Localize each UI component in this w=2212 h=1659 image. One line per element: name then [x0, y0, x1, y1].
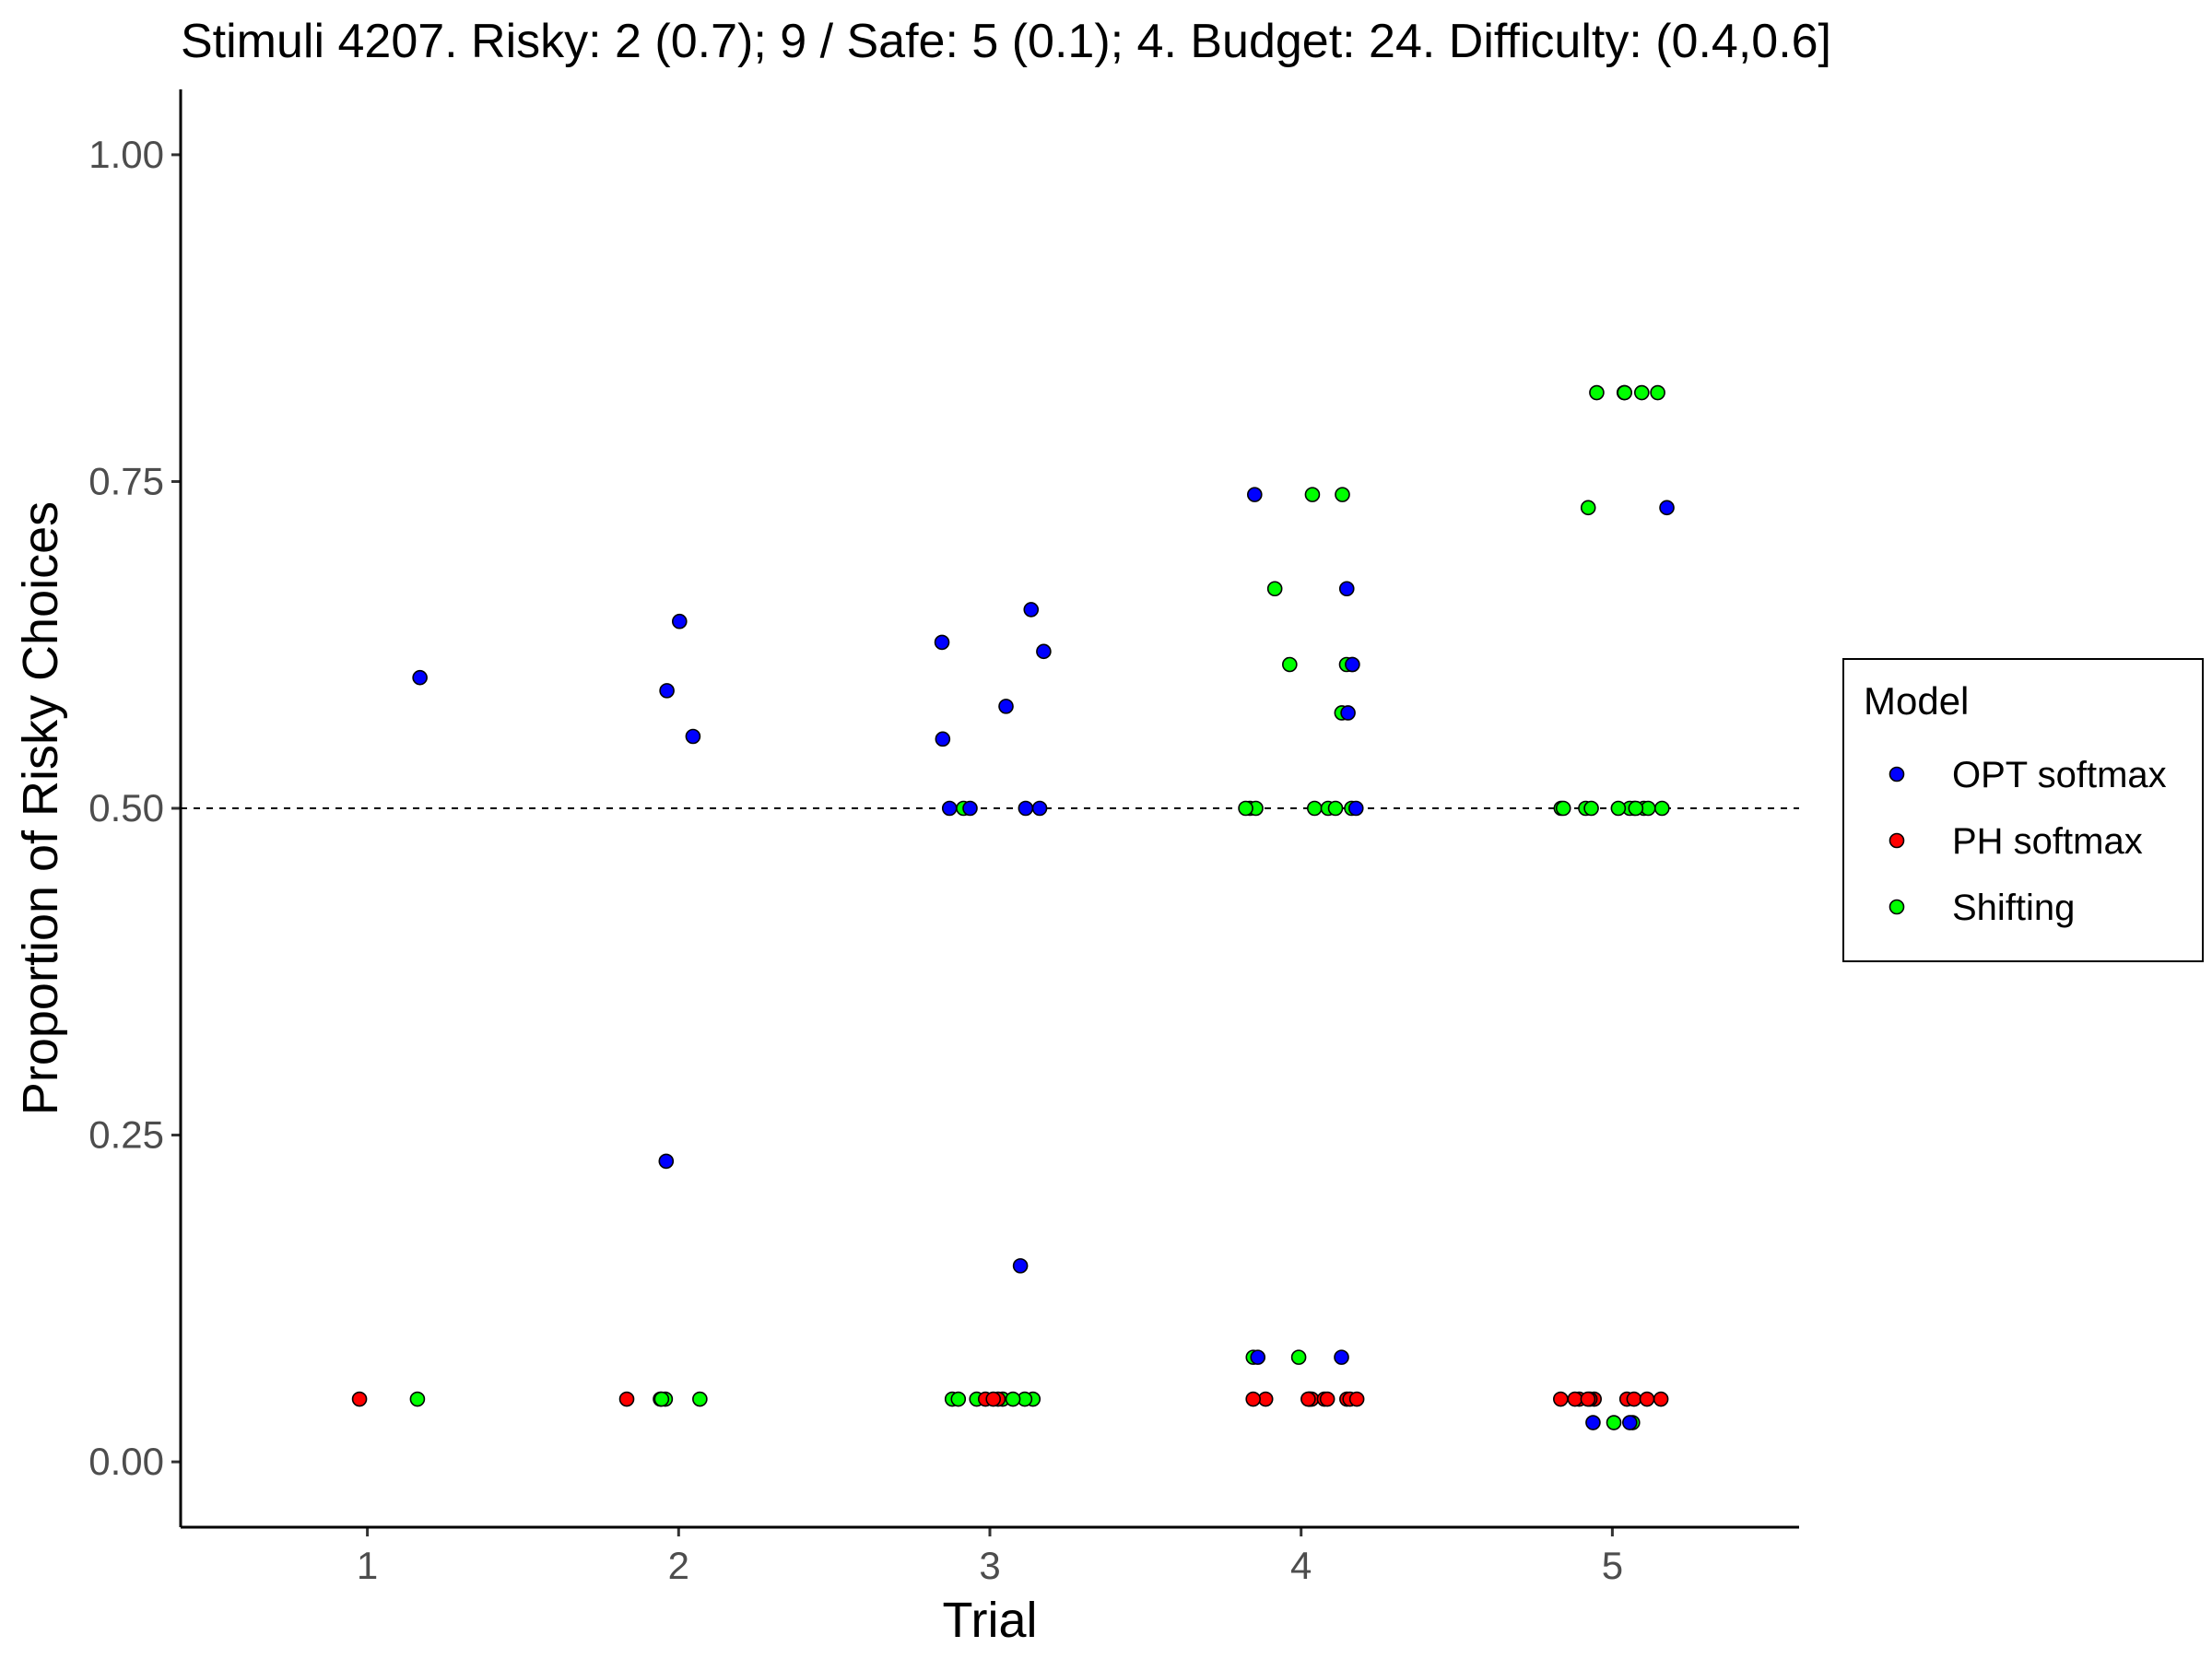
data-point-opt-softmax [935, 731, 951, 747]
data-point-shifting [1306, 800, 1323, 817]
data-point-opt-softmax [1247, 487, 1263, 502]
data-point-opt-softmax [1585, 1415, 1601, 1430]
legend-entries: OPT softmax PH softmax Shifting [1888, 755, 2167, 928]
data-point-ph-softmax [1626, 1391, 1642, 1407]
data-point-shifting [692, 1391, 708, 1407]
data-point-ph-softmax [1348, 1391, 1365, 1407]
data-point-opt-softmax [1012, 1258, 1029, 1274]
data-point-shifting [1610, 800, 1627, 817]
data-point-shifting [1005, 1391, 1021, 1407]
data-point-ph-softmax [618, 1391, 635, 1407]
data-point-shifting [950, 1391, 967, 1407]
data-point-shifting [1606, 1415, 1622, 1430]
data-point-opt-softmax [1023, 602, 1040, 618]
data-point-ph-softmax [1567, 1391, 1583, 1407]
data-point-opt-softmax [1338, 581, 1355, 597]
data-point-ph-softmax [1553, 1391, 1569, 1407]
data-point-ph-softmax [1653, 1391, 1669, 1407]
data-point-shifting [1335, 487, 1350, 502]
data-point-opt-softmax [1334, 1349, 1349, 1365]
data-point-shifting [1617, 384, 1633, 401]
data-point-opt-softmax [685, 728, 701, 745]
legend-title: Model [1864, 679, 1969, 723]
legend: Model OPT softmax PH softmax Shifting [1842, 658, 2204, 962]
data-point-shifting [1628, 800, 1644, 817]
data-point-shifting [1580, 500, 1596, 516]
data-point-ph-softmax [985, 1391, 1002, 1407]
x-axis-title: Trial [943, 1593, 1038, 1648]
x-tick-label: 1 [357, 1544, 378, 1587]
data-point-opt-softmax [1036, 643, 1052, 660]
legend-label: PH softmax [1952, 821, 2143, 862]
data-point-shifting [1266, 581, 1283, 597]
data-point-opt-softmax [412, 669, 428, 686]
x-tick-label: 2 [668, 1544, 689, 1587]
data-point-opt-softmax [962, 800, 978, 817]
data-point-opt-softmax [659, 683, 675, 699]
data-point-opt-softmax [934, 634, 950, 651]
data-point-shifting [409, 1391, 426, 1407]
legend-label: OPT softmax [1952, 755, 2167, 795]
legend-key [1888, 766, 1905, 782]
data-point-opt-softmax [658, 1153, 675, 1170]
chart-title: Stimuli 4207. Risky: 2 (0.7); 9 / Safe: … [181, 15, 1831, 68]
data-point-opt-softmax [1031, 800, 1048, 817]
data-point-opt-softmax [1340, 705, 1356, 721]
x-tick-label: 3 [979, 1544, 1000, 1587]
data-point-opt-softmax [941, 800, 958, 817]
data-points [351, 384, 1675, 1430]
data-point-opt-softmax [1018, 800, 1034, 817]
legend-key [1888, 899, 1905, 915]
y-tick-label: 0.25 [88, 1113, 164, 1157]
data-point-shifting [1583, 800, 1599, 817]
y-tick-label: 1.00 [88, 133, 164, 176]
x-tick-label: 5 [1602, 1544, 1623, 1587]
data-point-ph-softmax [351, 1391, 368, 1407]
y-axis-title: Proportion of Risky Choices [13, 501, 68, 1115]
data-point-shifting [1589, 384, 1605, 401]
data-point-shifting [1327, 800, 1344, 817]
y-tick-label: 0.75 [88, 459, 164, 502]
y-axis-ticks: 0.00 0.25 0.50 0.75 1.00 [88, 133, 181, 1483]
data-point-ph-softmax [1580, 1391, 1596, 1407]
x-axis-ticks: 1 2 3 4 5 [357, 1527, 1623, 1587]
data-point-shifting [1650, 384, 1665, 401]
data-point-opt-softmax [671, 613, 688, 629]
data-point-shifting [1238, 800, 1253, 817]
data-point-shifting [1290, 1349, 1307, 1365]
x-tick-label: 4 [1290, 1544, 1312, 1587]
legend-key [1888, 832, 1905, 849]
y-tick-label: 0.00 [88, 1440, 164, 1483]
data-point-shifting [653, 1391, 670, 1407]
data-point-ph-softmax [1245, 1391, 1261, 1407]
data-point-opt-softmax [998, 699, 1014, 714]
data-point-opt-softmax [1622, 1415, 1638, 1430]
data-point-opt-softmax [1345, 656, 1360, 673]
data-point-shifting [1304, 487, 1321, 502]
data-point-opt-softmax [1659, 500, 1675, 516]
data-point-shifting [1282, 656, 1298, 673]
data-point-opt-softmax [1347, 800, 1364, 817]
legend-label: Shifting [1952, 888, 2075, 928]
data-point-shifting [1653, 800, 1670, 817]
data-point-ph-softmax [1639, 1391, 1655, 1407]
data-point-opt-softmax [1250, 1349, 1266, 1365]
data-point-ph-softmax [1319, 1391, 1335, 1407]
y-tick-label: 0.50 [88, 786, 164, 830]
data-point-shifting [1555, 800, 1571, 817]
data-point-ph-softmax [1300, 1391, 1316, 1407]
data-point-shifting [1633, 384, 1650, 401]
